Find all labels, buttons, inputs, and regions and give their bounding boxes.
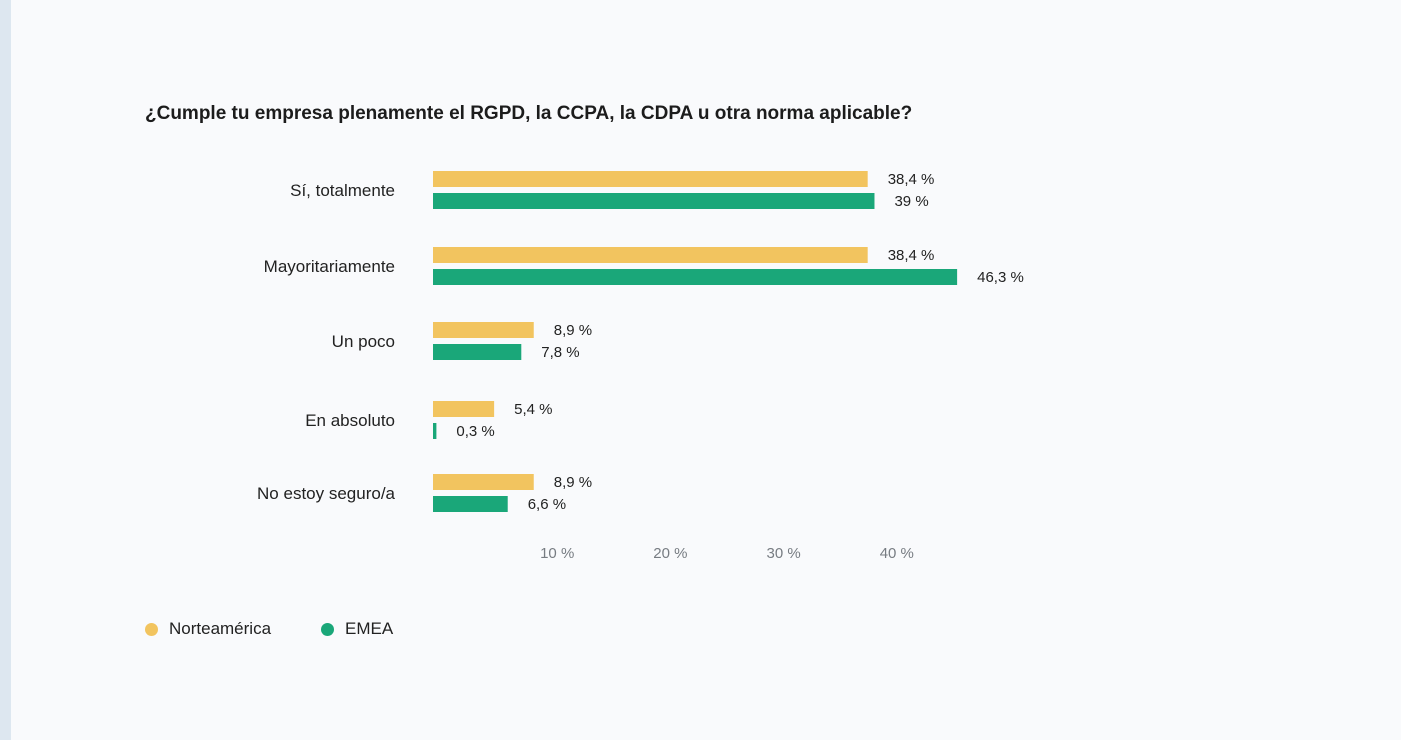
bar-north-america xyxy=(433,322,534,338)
left-accent-strip xyxy=(0,0,11,740)
bar-emea xyxy=(433,193,875,209)
value-label-emea: 7,8 % xyxy=(541,344,579,361)
bar-emea xyxy=(433,344,522,360)
value-label-emea: 46,3 % xyxy=(977,269,1024,286)
legend-item-emea: EMEA xyxy=(321,619,393,639)
legend-dot-emea xyxy=(321,622,335,636)
x-tick-label: 20 % xyxy=(653,545,687,562)
value-label-north-america: 8,9 % xyxy=(554,474,592,491)
value-label-north-america: 5,4 % xyxy=(514,401,552,418)
x-tick-label: 10 % xyxy=(540,545,574,562)
category-label: En absoluto xyxy=(305,411,395,430)
x-tick-label: 30 % xyxy=(766,545,800,562)
bar-north-america xyxy=(433,474,534,490)
bar-north-america xyxy=(433,247,868,263)
bar-north-america xyxy=(433,171,868,187)
category-label: Sí, totalmente xyxy=(290,181,395,200)
legend-label-emea: EMEA xyxy=(345,619,394,638)
bar-emea xyxy=(433,423,437,439)
value-label-north-america: 38,4 % xyxy=(888,247,935,264)
value-label-emea: 6,6 % xyxy=(528,496,566,513)
chart-title: ¿Cumple tu empresa plenamente el RGPD, l… xyxy=(145,103,913,124)
legend-dot-north-america xyxy=(145,622,158,636)
category-label: No estoy seguro/a xyxy=(257,484,396,503)
legend-item-north-america: Norteamérica xyxy=(145,619,271,639)
legend: Norteamérica EMEA xyxy=(145,619,443,639)
bar-emea xyxy=(433,496,508,512)
value-label-north-america: 38,4 % xyxy=(888,171,935,188)
category-label: Un poco xyxy=(332,332,395,351)
legend-label-north-america: Norteamérica xyxy=(169,619,272,638)
value-label-emea: 0,3 % xyxy=(456,423,494,440)
category-label: Mayoritariamente xyxy=(264,257,395,276)
bar-emea xyxy=(433,269,958,285)
bar-north-america xyxy=(433,401,495,417)
value-label-north-america: 8,9 % xyxy=(554,322,592,339)
x-tick-label: 40 % xyxy=(880,545,914,562)
value-label-emea: 39 % xyxy=(894,193,928,210)
